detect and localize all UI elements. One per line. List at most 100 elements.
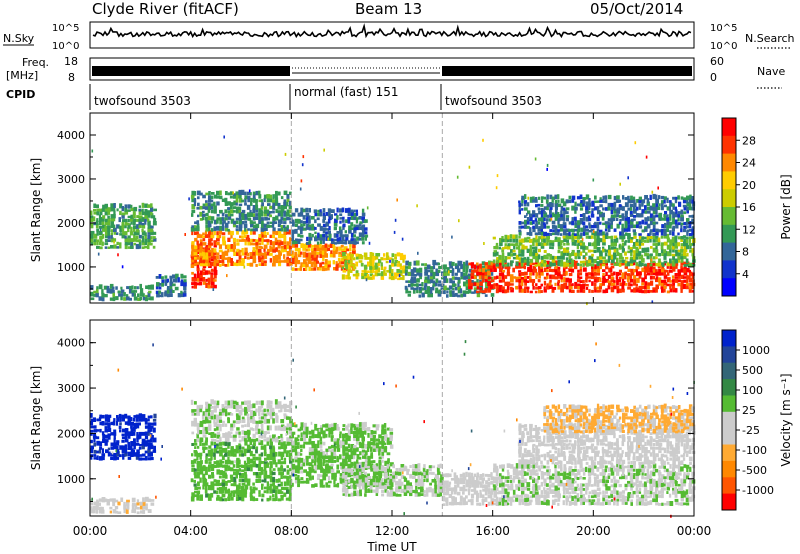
heatmap-cell — [686, 275, 689, 280]
heatmap-cell — [210, 452, 214, 457]
heatmap-cell — [147, 498, 151, 502]
heatmap-cell — [538, 210, 542, 215]
heatmap-cell — [403, 476, 406, 479]
heatmap-cell — [274, 194, 278, 199]
heatmap-cell — [314, 465, 318, 471]
heatmap-cell — [202, 477, 206, 483]
heatmap-cell — [130, 220, 133, 225]
heatmap-cell — [321, 261, 325, 265]
heatmap-cell — [560, 287, 564, 293]
heatmap-cell — [252, 228, 256, 232]
heatmap-cell — [638, 288, 643, 293]
heatmap-cell — [324, 251, 327, 255]
heatmap-cell — [478, 274, 482, 280]
heatmap-cell — [90, 506, 93, 511]
heatmap-cell — [172, 290, 175, 293]
heatmap-cell — [196, 422, 200, 428]
heatmap-cell — [113, 456, 117, 461]
heatmap-cell — [599, 213, 603, 218]
heatmap-cell — [534, 248, 538, 253]
heatmap-cell — [355, 270, 359, 274]
heatmap-cell — [403, 490, 408, 496]
heatmap-cell — [350, 478, 354, 484]
heatmap-cell — [551, 196, 556, 200]
heatmap-cell — [677, 222, 682, 226]
heatmap-cell — [585, 284, 589, 287]
heatmap-cell — [597, 210, 601, 215]
heatmap-cell — [358, 216, 362, 220]
heatmap-cell — [322, 219, 326, 223]
heatmap-cell — [277, 239, 282, 243]
heatmap-cell — [199, 240, 203, 246]
heatmap-cell — [216, 487, 220, 491]
heatmap-cell — [420, 479, 424, 483]
heatmap-cell — [90, 216, 94, 222]
heatmap-cell — [252, 460, 256, 465]
heatmap-cell — [420, 488, 424, 493]
heatmap-cell — [347, 259, 351, 264]
heatmap-cell — [535, 198, 538, 203]
heatmap-cell — [263, 474, 268, 479]
heatmap-cell — [144, 232, 147, 236]
heatmap-cell — [241, 262, 245, 266]
heatmap-cell — [363, 269, 367, 273]
heatmap-cell — [610, 214, 615, 218]
heatmap-cell — [283, 240, 286, 245]
heatmap-cell — [557, 217, 561, 222]
heatmap-cell — [332, 253, 336, 258]
heatmap-cell — [224, 209, 228, 214]
heatmap-cell — [452, 287, 455, 291]
heatmap-cell — [278, 451, 281, 457]
heatmap-cell — [427, 274, 430, 280]
heatmap-cell — [127, 246, 131, 249]
heatmap-cell — [545, 218, 549, 222]
heatmap-cell — [543, 280, 547, 286]
heatmap-cell — [180, 280, 184, 287]
heatmap-cell — [145, 506, 148, 511]
heatmap-cell — [260, 199, 264, 203]
heatmap-cell — [210, 228, 214, 232]
heatmap-cell — [229, 460, 234, 465]
heatmap-cell — [280, 260, 285, 263]
heatmap-cell — [451, 272, 454, 276]
heatmap-cell — [213, 408, 217, 413]
heatmap-cell — [638, 241, 642, 246]
heatmap-cell — [471, 280, 474, 284]
heatmap-cell — [196, 455, 199, 461]
heatmap-cell — [102, 439, 106, 443]
heatmap-cell — [90, 230, 95, 235]
heatmap-cell — [224, 474, 228, 479]
heatmap-cell — [607, 285, 611, 290]
heatmap-cell — [551, 202, 554, 208]
heatmap-cell — [343, 246, 348, 252]
heatmap-cell — [266, 462, 269, 468]
heatmap-cell — [381, 425, 384, 431]
heatmap-cell — [327, 230, 331, 235]
heatmap-cell — [333, 459, 337, 463]
heatmap-cell — [250, 489, 253, 494]
heatmap-cell — [476, 279, 479, 284]
heatmap-cell — [341, 433, 346, 438]
heatmap-cell — [381, 424, 385, 428]
heatmap-cell — [506, 284, 510, 290]
heatmap-cell — [212, 288, 215, 291]
heatmap-cell — [475, 497, 479, 503]
heatmap-cell — [336, 424, 339, 427]
heatmap-cell — [213, 414, 217, 420]
heatmap-cell — [540, 203, 544, 207]
heatmap-cell — [372, 430, 377, 435]
heatmap-cell — [663, 272, 666, 276]
heatmap-cell — [359, 427, 363, 431]
heatmap-cell — [372, 269, 375, 273]
heatmap-cell — [188, 197, 190, 201]
heatmap-cell — [213, 461, 217, 465]
heatmap-cell — [610, 202, 614, 207]
heatmap-cell — [364, 234, 369, 238]
heatmap-cell — [113, 433, 116, 440]
heatmap-cell — [388, 257, 393, 260]
heatmap-cell — [605, 266, 609, 270]
heatmap-cell — [389, 433, 393, 439]
heatmap-cell — [213, 230, 216, 236]
heatmap-cell — [263, 438, 267, 442]
heatmap-cell — [191, 251, 194, 257]
